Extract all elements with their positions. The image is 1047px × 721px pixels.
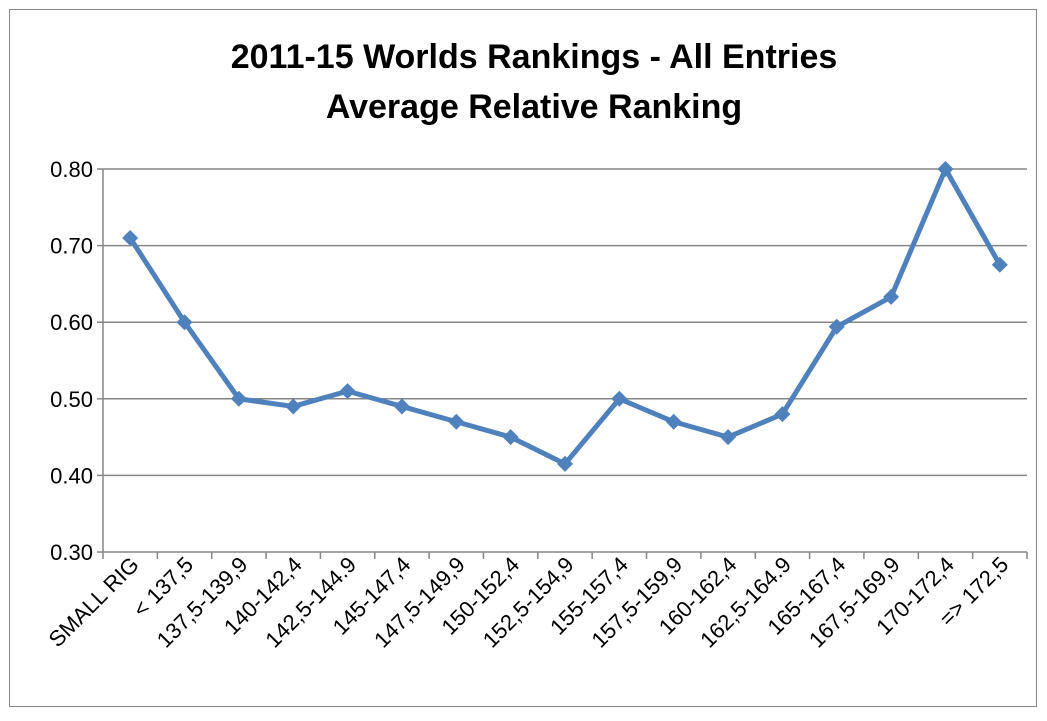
y-tick-label: 0.50	[50, 387, 93, 412]
y-tick-label: 0.30	[50, 540, 93, 565]
marker	[448, 413, 465, 430]
marker	[285, 398, 302, 415]
y-tick-label: 0.70	[50, 234, 93, 259]
marker	[883, 288, 900, 305]
chart-subtitle: Average Relative Ranking	[326, 88, 742, 126]
y-tick-label: 0.40	[50, 463, 93, 488]
marker	[774, 406, 791, 423]
chart-title: 2011-15 Worlds Rankings - All Entries	[231, 38, 838, 76]
marker	[665, 413, 682, 430]
marker	[611, 390, 628, 407]
marker	[828, 318, 845, 335]
marker	[720, 429, 737, 446]
marker	[557, 455, 573, 472]
y-tick-label: 0.60	[50, 310, 93, 335]
marker	[339, 383, 356, 400]
marker	[502, 429, 519, 446]
marker	[393, 398, 410, 415]
marker	[122, 229, 139, 246]
marker	[937, 161, 954, 177]
marker	[176, 314, 193, 331]
marker	[230, 390, 247, 407]
y-tick-label: 0.80	[50, 157, 93, 182]
marker	[991, 256, 1008, 273]
chart-frame	[9, 9, 1037, 707]
